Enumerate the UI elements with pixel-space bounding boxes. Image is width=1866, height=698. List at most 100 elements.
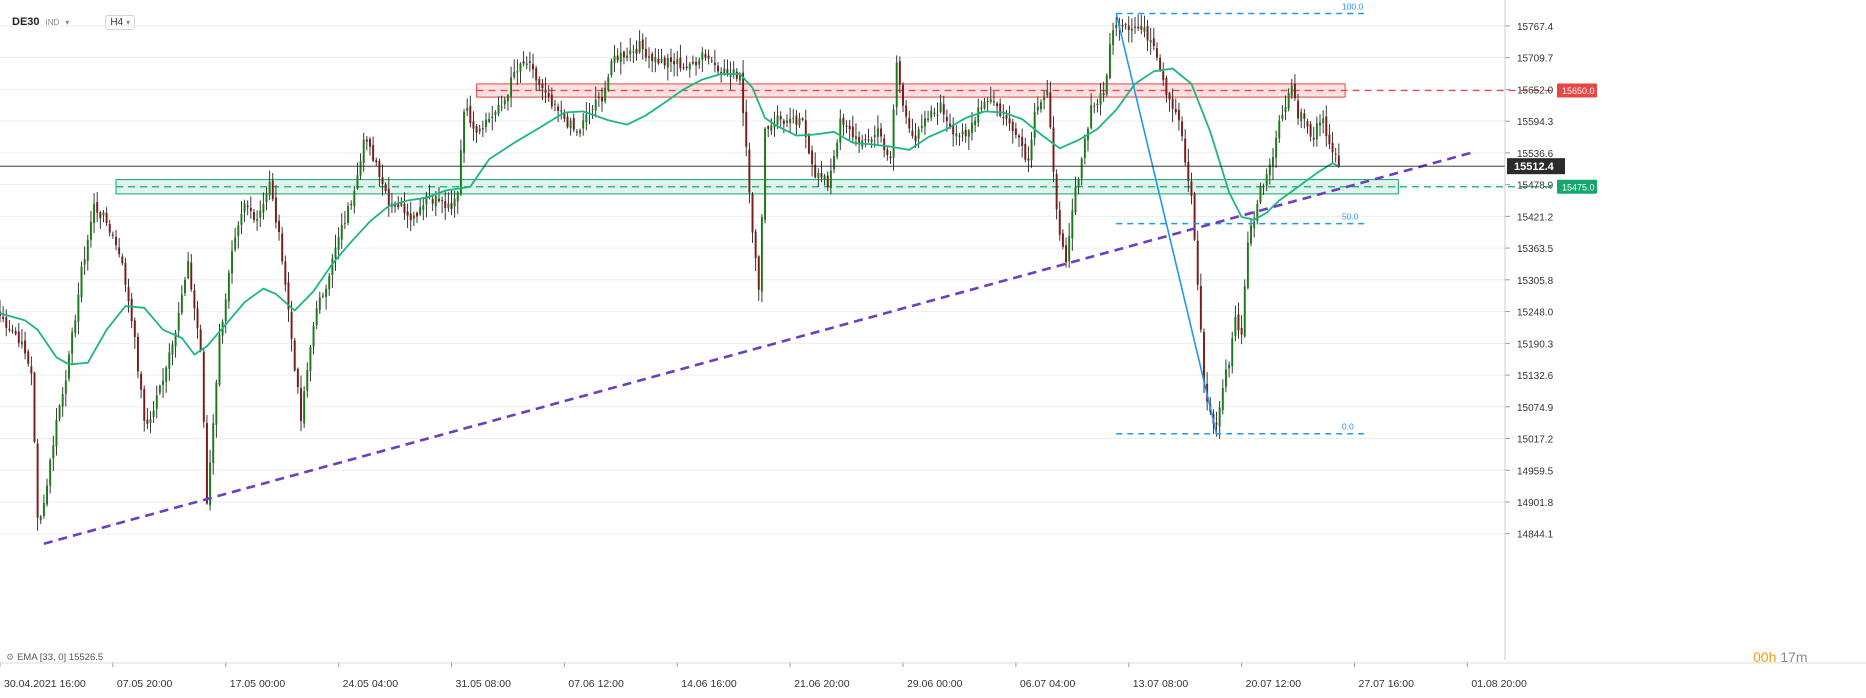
candle-up	[485, 119, 487, 128]
candle-down	[1127, 25, 1130, 30]
candle-up	[359, 160, 362, 176]
candle-timer: 00h 17m	[1753, 649, 1807, 665]
candle-up	[977, 107, 980, 123]
candle-up	[231, 251, 233, 274]
candle-down	[1061, 233, 1064, 247]
candle-down	[1024, 143, 1027, 160]
y-tick-label: 15767.4	[1517, 22, 1554, 33]
candle-down	[136, 336, 139, 372]
candle-down	[952, 125, 955, 135]
candle-up	[422, 205, 425, 210]
candle-down	[124, 262, 127, 285]
candle-down	[1203, 331, 1205, 383]
candle-down	[246, 205, 249, 208]
candle-down	[469, 105, 472, 124]
y-tick-label: 15363.5	[1517, 244, 1554, 255]
candle-up	[400, 202, 403, 206]
resistance-zone-label: 15650.0	[1562, 86, 1595, 96]
candle-down	[742, 72, 745, 114]
candle-up	[46, 485, 49, 505]
candle-up	[927, 118, 930, 121]
candle-up	[1149, 40, 1152, 43]
candle-down	[293, 340, 296, 371]
candle-down	[560, 110, 563, 112]
candle-up	[325, 288, 328, 298]
candle-up	[459, 149, 462, 194]
candle-down	[431, 198, 434, 204]
candle-up	[607, 77, 610, 91]
ema-legend[interactable]: ⚙ EMA [33, 0] 15526.5	[6, 652, 103, 663]
candle-down	[735, 71, 738, 79]
ema-layer	[0, 67, 1340, 366]
candle-up	[89, 221, 92, 240]
candle-up	[654, 56, 657, 63]
candle-up	[331, 258, 334, 275]
candle-down	[635, 48, 638, 54]
candle-up	[74, 320, 77, 334]
candle-down	[572, 117, 575, 130]
candle-down	[597, 97, 600, 99]
fib-level-label: 0.0	[1342, 422, 1354, 432]
candle-up	[1228, 364, 1231, 369]
candle-up	[165, 367, 168, 383]
candle-down	[933, 112, 936, 114]
candle-down	[566, 116, 569, 128]
candle-up	[187, 260, 190, 279]
indicator-settings-icon[interactable]: ⚙	[6, 652, 15, 662]
candle-down	[657, 58, 660, 64]
candle-down	[945, 116, 948, 122]
candle-down	[416, 212, 418, 217]
candle-up	[1319, 122, 1321, 126]
candle-down	[616, 55, 619, 61]
candle-up	[340, 224, 343, 240]
candle-down	[375, 160, 378, 163]
candle-up	[992, 101, 995, 103]
candle-up	[1043, 96, 1046, 101]
candle-up	[463, 112, 466, 153]
candle-down	[1152, 38, 1155, 47]
candle-up	[321, 295, 324, 297]
candle-up	[989, 99, 992, 102]
candle-up	[419, 207, 422, 215]
candle-up	[1287, 93, 1290, 109]
candle-down	[1137, 26, 1140, 29]
candle-up	[613, 55, 616, 63]
timeframe-selector[interactable]: H4 ▾	[105, 14, 136, 30]
candle-down	[550, 94, 553, 107]
candle-up	[723, 68, 726, 74]
candle-up	[764, 128, 767, 220]
candle-down	[409, 213, 412, 221]
candle-up	[1259, 186, 1262, 203]
candle-down	[437, 198, 440, 202]
x-tick-label: 17.05 00:00	[230, 678, 286, 690]
candle-down	[691, 61, 694, 64]
symbol-name[interactable]: DE30	[12, 16, 40, 28]
candle-up	[870, 139, 873, 142]
resistance-zone-label-bg	[1557, 83, 1597, 98]
candle-down	[281, 233, 284, 262]
candle-up	[318, 297, 321, 310]
candle-up	[930, 110, 933, 118]
candle-down	[1155, 48, 1158, 58]
symbol-chevron-down-icon[interactable]: ▾	[65, 17, 70, 27]
candle-down	[751, 194, 754, 233]
candle-up	[1278, 120, 1281, 139]
price-zones	[115, 83, 1553, 195]
candle-down	[720, 71, 723, 74]
y-tick-label: 15478.9	[1517, 181, 1554, 192]
candle-up	[1281, 114, 1284, 119]
candle-up	[1221, 387, 1224, 411]
candle-down	[1297, 100, 1300, 119]
candle-up	[259, 210, 262, 218]
candle-up	[478, 128, 481, 132]
candle-up	[240, 214, 243, 225]
candle-down	[695, 61, 698, 66]
candle-up	[1265, 174, 1268, 186]
candle-down	[472, 121, 475, 129]
candle-down	[999, 103, 1002, 116]
fibonacci-retracement: 100.0 50.0 0.0	[1115, 2, 1364, 435]
candle-up	[1246, 242, 1249, 288]
candle-down	[1049, 92, 1052, 128]
candle-up	[1115, 24, 1118, 29]
